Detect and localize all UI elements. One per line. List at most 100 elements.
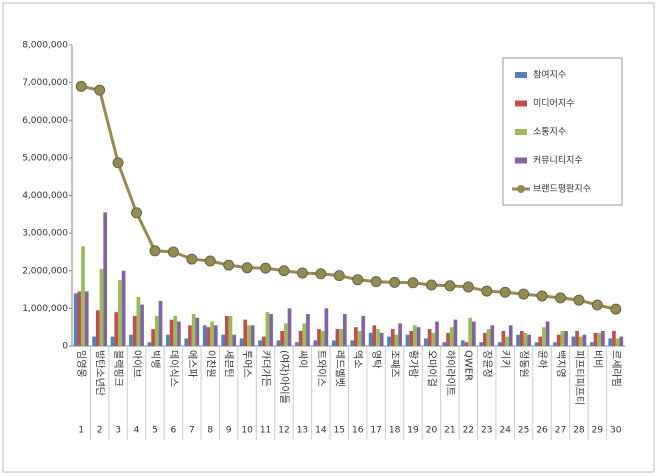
line-marker xyxy=(610,303,622,315)
legend-swatch xyxy=(515,129,527,135)
rank-label: 16 xyxy=(352,426,364,436)
line-marker xyxy=(499,286,511,298)
bar xyxy=(224,315,229,346)
bar xyxy=(287,308,292,346)
rank-label: 11 xyxy=(260,426,271,436)
legend-label: 커뮤니티지수 xyxy=(533,155,583,166)
bar xyxy=(516,334,520,346)
x-tick-label: 카더가든 xyxy=(260,350,272,387)
legend-swatch xyxy=(515,72,527,78)
line-marker xyxy=(315,268,327,280)
bar xyxy=(523,332,528,346)
bar xyxy=(221,334,225,346)
rank-label: 2 xyxy=(97,426,103,436)
bar xyxy=(320,330,325,346)
bar xyxy=(490,325,495,346)
rank-label: 15 xyxy=(334,426,345,436)
bar xyxy=(453,319,458,346)
bar xyxy=(424,338,428,346)
bar xyxy=(121,270,126,346)
bar xyxy=(239,338,244,346)
legend-swatch xyxy=(515,157,527,164)
bar xyxy=(601,330,605,346)
bar xyxy=(306,314,310,346)
bar xyxy=(158,300,163,346)
bar xyxy=(527,334,531,346)
rank-label: 30 xyxy=(610,426,622,436)
rank-label: 4 xyxy=(134,426,140,436)
bar xyxy=(261,336,266,346)
bar xyxy=(258,340,262,346)
line-marker xyxy=(481,285,493,297)
line-marker xyxy=(352,274,364,286)
x-tick-label: 블랙핑크 xyxy=(112,350,124,387)
bar xyxy=(73,293,78,346)
bar xyxy=(431,332,436,346)
bar xyxy=(335,329,340,346)
bar xyxy=(394,334,399,346)
bar xyxy=(545,321,550,346)
line-marker xyxy=(462,281,474,293)
x-tick-label: 영탁 xyxy=(370,350,382,368)
bar xyxy=(206,327,211,346)
line-marker xyxy=(407,277,419,289)
bar xyxy=(372,325,377,346)
bar xyxy=(612,330,616,346)
rank-label: 10 xyxy=(241,426,253,436)
x-tick-label: 이찬원 xyxy=(204,350,216,378)
bar xyxy=(232,334,237,346)
y-tick-label: 0 xyxy=(62,342,68,352)
bar xyxy=(368,332,373,346)
x-tick-label: 엑소 xyxy=(352,350,364,368)
rank-label: 17 xyxy=(370,426,381,436)
bar xyxy=(302,323,307,346)
bar xyxy=(501,330,506,346)
rank-label: 7 xyxy=(189,426,195,436)
bar xyxy=(95,310,100,346)
bar xyxy=(99,268,104,346)
bar xyxy=(202,325,207,346)
line-marker xyxy=(223,259,235,271)
legend-swatch xyxy=(517,185,525,193)
line-marker xyxy=(186,253,198,265)
bar xyxy=(295,342,299,346)
bar xyxy=(575,330,579,346)
bar xyxy=(110,336,115,346)
bar xyxy=(519,330,524,346)
line-marker xyxy=(444,280,456,292)
bar xyxy=(505,336,509,346)
bar xyxy=(151,329,155,346)
bar xyxy=(442,342,447,346)
x-tick-label: 르세라핌 xyxy=(610,350,622,387)
line-marker xyxy=(573,294,585,306)
line-marker xyxy=(131,207,143,219)
rank-label: 23 xyxy=(481,426,492,436)
bar xyxy=(542,327,546,346)
bar xyxy=(169,319,174,346)
rank-label: 20 xyxy=(426,426,438,436)
line-marker xyxy=(112,157,124,169)
line-marker xyxy=(296,267,308,279)
bar xyxy=(84,291,89,346)
bar xyxy=(564,330,568,346)
bar xyxy=(427,329,432,346)
line-marker xyxy=(333,270,345,282)
bar xyxy=(154,315,159,346)
bar xyxy=(92,336,96,346)
line-marker xyxy=(149,245,161,257)
x-tick-label: 키키 xyxy=(499,350,511,368)
line-marker xyxy=(425,279,437,291)
x-tick-label: 임영웅 xyxy=(75,350,88,378)
x-tick-label: 싸이 xyxy=(296,350,308,368)
bar xyxy=(483,332,487,346)
bar xyxy=(298,330,303,346)
bar xyxy=(357,330,362,346)
y-tick-label: 8,000,000 xyxy=(22,41,68,51)
bar xyxy=(81,246,85,346)
bar xyxy=(317,329,321,346)
x-tick-label: 하이라이트 xyxy=(444,350,457,396)
legend-label: 참여지수 xyxy=(533,69,566,81)
legend-label: 브랜드평판지수 xyxy=(533,184,591,195)
bar xyxy=(361,315,366,346)
bar xyxy=(615,338,620,346)
